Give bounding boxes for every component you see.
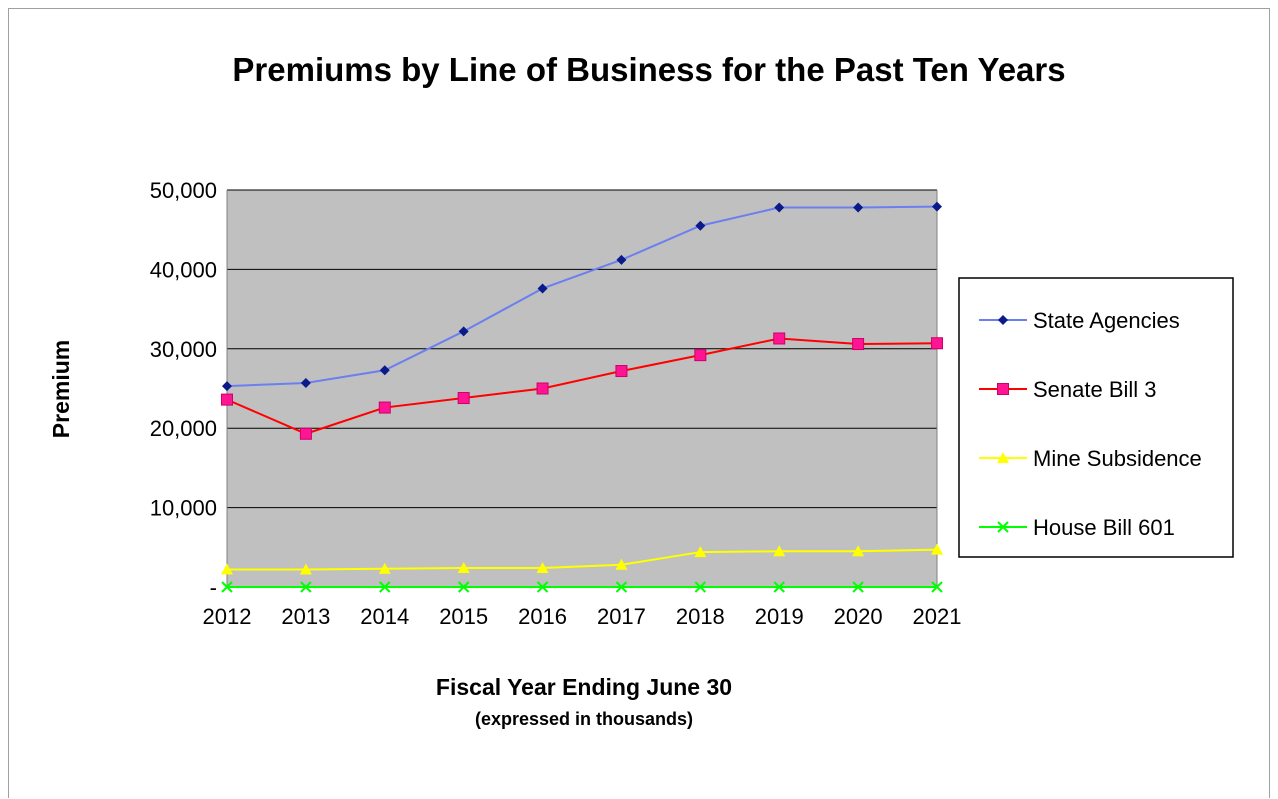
series-line-state-agencies [226,205,938,388]
data-point-state-agencies [853,202,864,213]
data-point-state-agencies [537,283,548,294]
y-tick-label: 40,000 [150,257,217,282]
data-point-mine-subsidence [931,543,943,555]
data-point-senate-bill-3 [615,365,628,378]
data-point-house-bill-601 [457,581,470,593]
x-tick-label: 2015 [439,604,488,629]
x-axis-ticks: 2012 2013 2014 2015 2016 2017 2018 2019 2020 2021 [203,604,962,629]
data-point-house-bill-601 [852,581,864,593]
data-point-senate-bill-3 [221,393,233,406]
legend: State Agencies Senate Bill 3 Mine Subsiden… [979,308,1202,540]
data-point-mine-subsidence [773,545,786,557]
data-point-state-agencies [222,381,232,392]
legend-label: House Bill 601 [1033,515,1175,540]
legend-label: State Agencies [1033,308,1180,333]
plot-area [227,190,937,587]
x-tick-label: 2013 [281,604,330,629]
data-point-senate-bill-3 [852,338,865,351]
data-point-house-bill-601 [221,581,233,593]
x-tick-label: 2014 [360,604,409,629]
series-line-mine-subsidence [227,548,938,571]
x-tick-label: 2017 [597,604,646,629]
legend-marker [997,452,1009,463]
data-point-mine-subsidence [378,562,391,574]
y-tick-label: - [210,575,217,600]
data-point-mine-subsidence [852,545,865,557]
y-tick-label: 20,000 [150,416,217,441]
line-chart: Premiums by Line of Business for the Pas… [48,51,1234,729]
x-axis-subtitle: (expressed in thousands) [475,709,693,729]
legend-marker [998,315,1008,325]
legend-box [958,277,1234,558]
data-point-senate-bill-3 [694,349,707,362]
series-state-agencies [222,201,942,392]
legend-entry-senate-bill-3: Senate Bill 3 [979,377,1157,402]
series-line-senate-bill-3 [226,337,938,435]
y-tick-label: 30,000 [150,337,217,362]
series-house-bill-601 [221,581,943,593]
legend-entry-mine-subsidence: Mine Subsidence [979,446,1202,471]
data-point-house-bill-601 [536,581,549,593]
x-tick-label: 2016 [518,604,567,629]
data-point-mine-subsidence [221,563,233,575]
chart-title: Premiums by Line of Business for the Pas… [232,51,1065,88]
legend-marker [997,383,1009,395]
x-tick-label: 2020 [834,604,883,629]
series-senate-bill-3 [221,332,943,440]
data-point-house-bill-601 [694,581,707,593]
y-axis-title: Premium [48,340,74,438]
x-tick-label: 2019 [755,604,804,629]
data-point-senate-bill-3 [931,337,943,350]
data-point-mine-subsidence [457,561,470,573]
y-tick-label: 10,000 [150,496,217,521]
legend-label: Mine Subsidence [1033,446,1202,471]
data-point-house-bill-601 [300,581,312,593]
legend-entry-house-bill-601: House Bill 601 [979,515,1175,540]
chart-frame: Premiums by Line of Business for the Pas… [8,8,1270,798]
data-point-senate-bill-3 [457,392,470,405]
data-point-state-agencies [774,202,785,213]
series-group [221,201,943,593]
data-point-mine-subsidence [536,561,549,573]
data-point-senate-bill-3 [536,382,549,395]
data-point-house-bill-601 [773,581,785,593]
data-point-senate-bill-3 [299,427,312,440]
x-axis-title: Fiscal Year Ending June 30 [436,674,732,700]
data-point-mine-subsidence [694,546,707,558]
data-point-house-bill-601 [379,581,391,593]
data-point-state-agencies [616,254,627,265]
x-tick-label: 2012 [203,604,252,629]
data-point-state-agencies [300,377,311,388]
legend-marker [997,521,1009,533]
y-tick-label: 50,000 [150,178,217,203]
legend-entry-state-agencies: State Agencies [979,308,1180,333]
series-mine-subsidence [221,543,943,575]
data-point-mine-subsidence [299,563,312,575]
x-tick-label: 2018 [676,604,725,629]
data-point-house-bill-601 [615,581,628,593]
data-point-state-agencies [458,326,469,337]
data-point-state-agencies [695,220,706,231]
data-point-house-bill-601 [931,581,943,593]
data-point-senate-bill-3 [773,332,786,345]
data-point-mine-subsidence [615,558,628,570]
data-point-senate-bill-3 [378,401,391,414]
x-tick-label: 2021 [913,604,962,629]
legend-label: Senate Bill 3 [1033,377,1157,402]
data-point-state-agencies [379,365,390,376]
data-point-state-agencies [932,201,942,212]
y-axis-ticks: - 10,000 20,000 30,000 40,000 50,000 [150,178,217,600]
